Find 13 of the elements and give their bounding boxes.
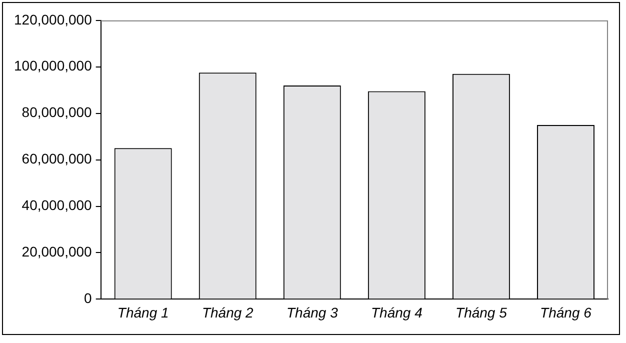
y-tick-label: 20,000,000 <box>22 244 92 260</box>
x-tick-label: Tháng 4 <box>371 304 423 320</box>
y-tick-label: 80,000,000 <box>22 104 92 120</box>
y-tick-label: 100,000,000 <box>14 58 92 74</box>
y-tick-label: 60,000,000 <box>22 150 92 167</box>
x-tick-label: Tháng 2 <box>202 304 254 320</box>
x-tick-label: Tháng 5 <box>456 304 508 320</box>
y-tick-label: 120,000,000 <box>14 11 92 28</box>
x-tick-label: Tháng 6 <box>540 304 592 320</box>
x-tick-label: Tháng 1 <box>117 304 169 320</box>
x-tick-label: Tháng 3 <box>286 304 338 320</box>
y-tick-label: 0 <box>84 290 92 306</box>
y-tick-label: 40,000,000 <box>22 197 92 214</box>
